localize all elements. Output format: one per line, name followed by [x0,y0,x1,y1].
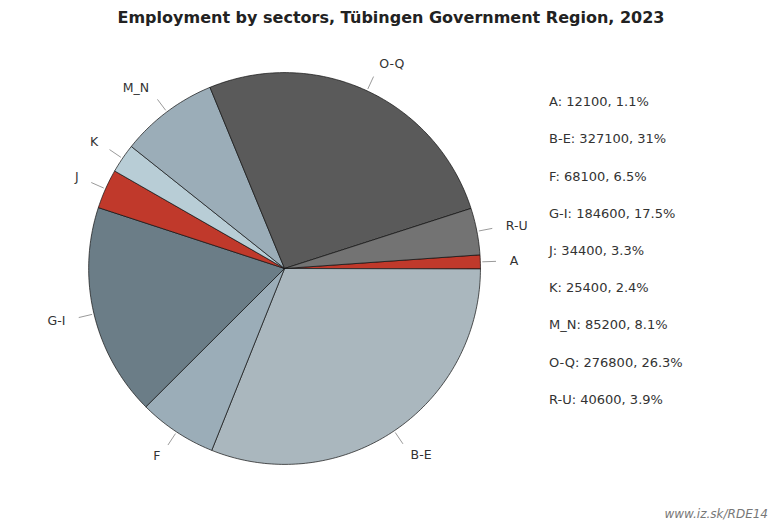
svg-text:F: F [153,448,160,463]
html-text:www.iz.sk/RDE14: www.iz.sk/RDE14 [664,507,768,521]
svg-text:B-E: 327100, 31%: B-E: 327100, 31% [549,131,666,146]
svg-text:A: A [510,253,519,268]
svg-text:K: K [90,134,99,149]
svg-text:M_N: 85200, 8.1%: M_N: 85200, 8.1% [549,317,668,332]
svg-text:J: 34400, 3.3%: J: 34400, 3.3% [548,243,644,258]
svg-text:M_N: M_N [123,80,149,95]
svg-text:R-U: 40600, 3.9%: R-U: 40600, 3.9% [549,392,663,407]
svg-text:B-E: B-E [411,447,432,462]
svg-text:J: J [74,169,79,184]
svg-text:G-I: G-I [48,313,66,328]
svg-text:F: 68100, 6.5%: F: 68100, 6.5% [549,169,647,184]
svg-text:R-U: R-U [506,218,528,233]
svg-text:A: 12100, 1.1%: A: 12100, 1.1% [549,94,649,109]
svg-text:K: 25400, 2.4%: K: 25400, 2.4% [549,280,649,295]
html-text:Employment by sectors, Tübinge: Employment by sectors, Tübingen Governme… [117,8,665,27]
svg-text:O-Q: O-Q [379,56,404,71]
svg-text:O-Q: 276800, 26.3%: O-Q: 276800, 26.3% [549,355,683,370]
svg-text:G-I: 184600, 17.5%: G-I: 184600, 17.5% [549,206,675,221]
